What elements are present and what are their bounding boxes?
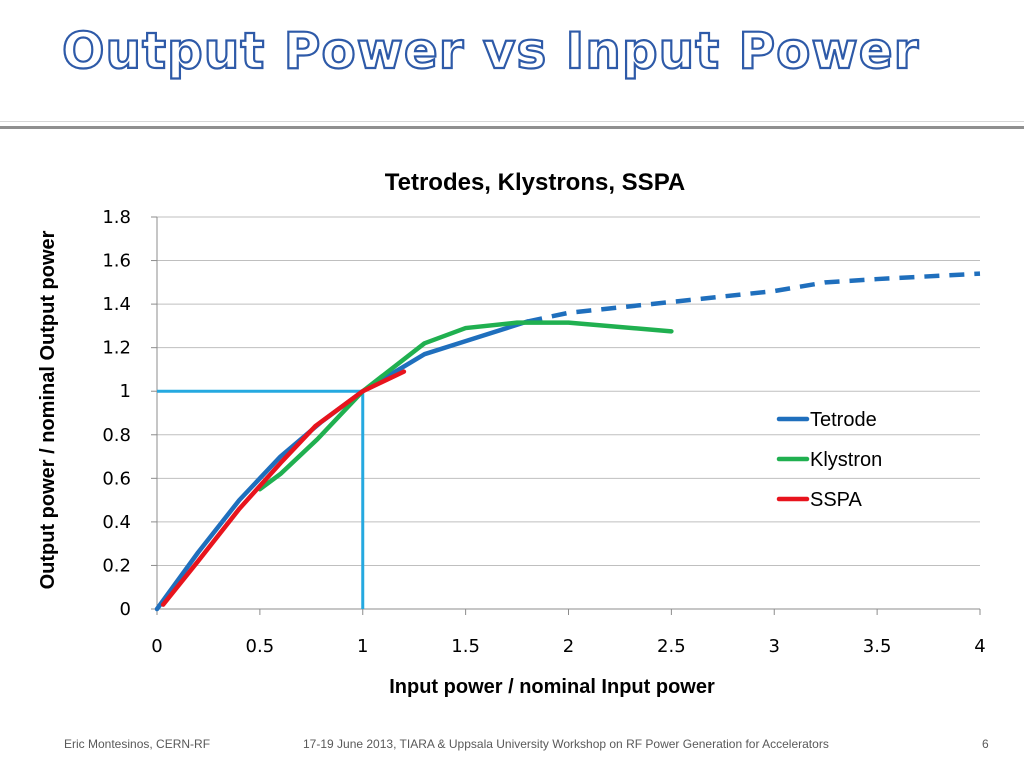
chart-title: Tetrodes, Klystrons, SSPA xyxy=(385,169,686,196)
y-tick-label: 0.6 xyxy=(102,468,131,489)
x-tick-label: 0.5 xyxy=(246,636,275,657)
footer-event: 17-19 June 2013, TIARA & Uppsala Univers… xyxy=(303,737,829,751)
y-tick-label: 1.2 xyxy=(102,338,131,359)
legend-label-klystron: Klystron xyxy=(810,449,882,471)
y-tick-label: 1.4 xyxy=(102,294,131,315)
y-tick-label: 0.4 xyxy=(102,512,131,533)
legend-label-sspa: SSPA xyxy=(810,489,863,511)
y-tick-label: 1 xyxy=(120,381,131,402)
x-tick-label: 4 xyxy=(974,636,985,657)
x-tick-label: 1.5 xyxy=(451,636,480,657)
y-tick-label: 0.2 xyxy=(102,555,131,576)
series-line-sspa xyxy=(160,369,407,607)
y-tick-label: 1.8 xyxy=(102,207,131,228)
y-tick-label: 1.6 xyxy=(102,251,131,272)
slide-title: Output Power vs Input Power xyxy=(61,21,920,81)
x-tick-label: 2 xyxy=(563,636,574,657)
title-divider xyxy=(0,126,1024,129)
x-tick-label: 0 xyxy=(151,636,162,657)
x-tick-label: 3 xyxy=(769,636,780,657)
page-number: 6 xyxy=(982,737,989,751)
x-tick-label: 2.5 xyxy=(657,636,686,657)
axes: 0 0.2 0.4 0.6 0.8 1 1.2 1.4 1.6 1.8 0 0.5 1 1.5 2 2.5 3 3… xyxy=(102,207,985,657)
footer-author: Eric Montesinos, CERN-RF xyxy=(64,737,211,751)
legend: Tetrode Klystron SSPA xyxy=(776,409,882,511)
series-line-klystron xyxy=(257,320,674,492)
x-tick-label: 1 xyxy=(357,636,368,657)
y-tick-label: 0 xyxy=(120,599,131,620)
x-tick-label: 3.5 xyxy=(863,636,892,657)
title-divider-light xyxy=(0,121,1024,122)
series-line-tetrode-dashed xyxy=(526,271,981,324)
legend-label-tetrode: Tetrode xyxy=(810,409,877,431)
y-tick-label: 0.8 xyxy=(102,425,131,446)
plot-series xyxy=(154,271,981,612)
y-axis-label: Output power / nominal Output power xyxy=(37,230,59,589)
chart: Tetrodes, Klystrons, SSPA 0 0.2 0.4 0.6 0.8 1… xyxy=(37,169,986,698)
x-axis-label: Input power / nominal Input power xyxy=(389,676,715,698)
